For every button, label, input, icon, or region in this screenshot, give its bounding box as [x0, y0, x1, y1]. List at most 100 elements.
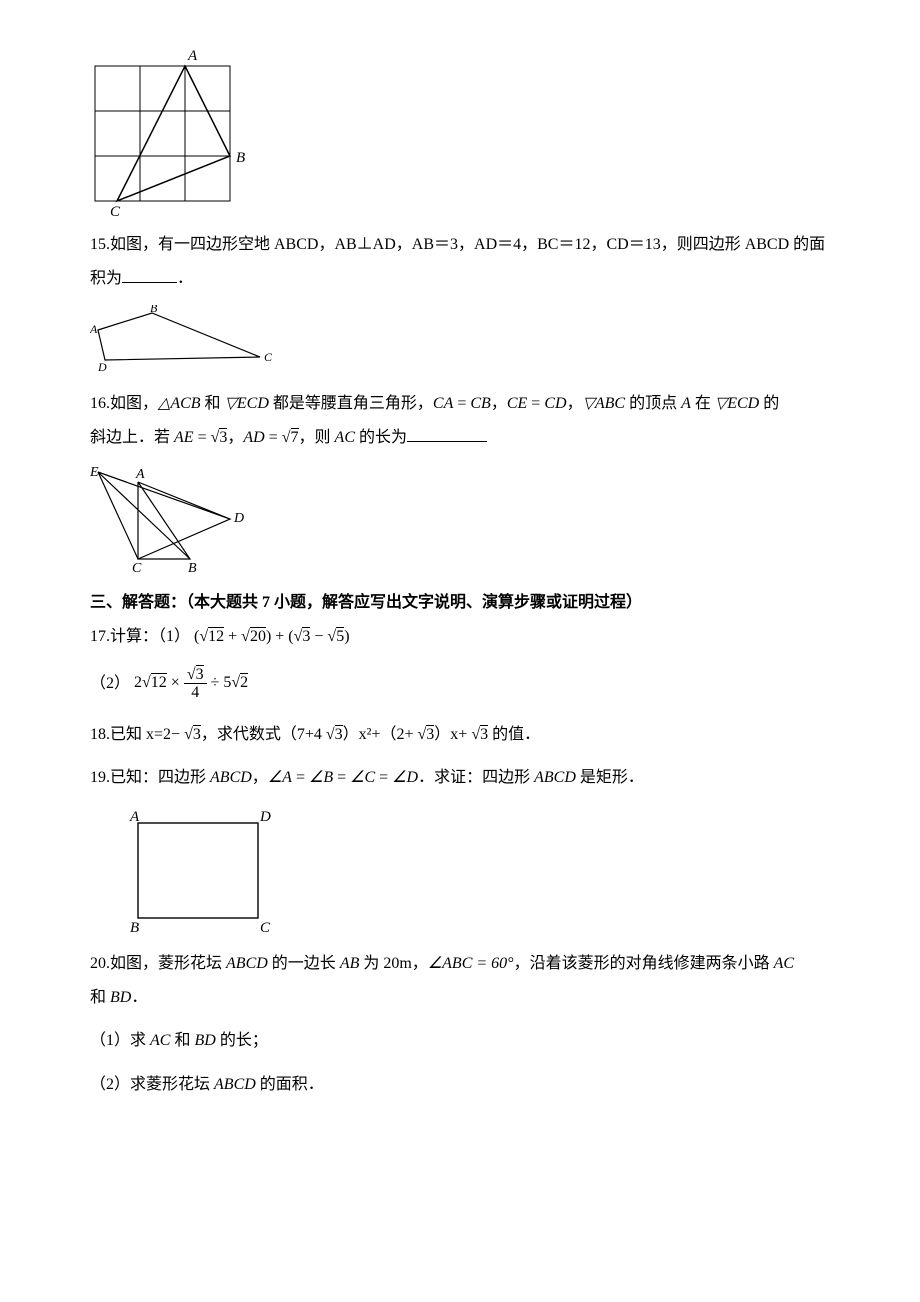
q20-angle: ∠ABC = 60°: [428, 955, 514, 972]
problem-15: 15.如图，有一四边形空地 ABCD，AB⊥AD，AB＝3，AD＝4，BC＝12…: [90, 228, 840, 295]
q20-p2-b: 的面积．: [256, 1076, 324, 1093]
fig19-svg: A D B C: [120, 805, 280, 935]
svg-text:E: E: [90, 465, 99, 480]
problem-20-part1: （1）求 AC 和 BD 的长；: [90, 1024, 840, 1058]
q20-l1-c: 为 20m，: [359, 955, 427, 972]
q20-BD-1: BD: [110, 989, 131, 1006]
q20-l1-b: 的一边长: [268, 955, 340, 972]
fig16-svg: E A D C B: [90, 464, 250, 574]
q16-AD: AD: [243, 429, 264, 446]
q15-text-line2a: 积为: [90, 270, 122, 287]
q19-angA: ∠A: [268, 769, 292, 786]
sqrt7-val: 7: [291, 428, 299, 446]
svg-text:D: D: [233, 511, 244, 526]
q20-AC-1: AC: [774, 955, 794, 972]
fig15-svg: A B C D: [90, 305, 280, 375]
q17-s2: 2: [240, 673, 248, 691]
q18-sqrt3a: √3: [180, 725, 201, 743]
q17-four: 4: [184, 684, 207, 702]
figure-q16: E A D C B: [90, 464, 840, 574]
svg-text:C: C: [110, 204, 121, 216]
eq-sign-4: =: [265, 429, 282, 446]
q17-expr2: 2√12 × √34 ÷ 5√2: [134, 674, 248, 691]
q20-ABCD-1: ABCD: [226, 955, 268, 972]
q18-b: ，求代数式（7+4: [201, 726, 322, 743]
figure-q14: A B C: [90, 46, 840, 216]
q16-l1-b: 和: [201, 395, 225, 412]
q17-two: 2: [134, 674, 142, 691]
q19-angles: ∠A = ∠B = ∠C = ∠D: [268, 769, 418, 786]
figure-q15: A B C D: [90, 305, 840, 375]
q17-s20: 20: [250, 627, 266, 645]
q19-ABCD-1: ABCD: [210, 769, 252, 786]
q16-A: A: [681, 395, 691, 412]
q17-s5: 5: [336, 627, 344, 645]
q19-angC: ∠C: [350, 769, 375, 786]
q19-angB: ∠B: [309, 769, 333, 786]
problem-17-part2: （2） 2√12 × √34 ÷ 5√2: [90, 666, 840, 702]
svg-text:B: B: [236, 150, 245, 166]
q20-l2-b: ．: [131, 989, 147, 1006]
q16-CD: CD: [544, 395, 566, 412]
svg-text:D: D: [97, 360, 107, 374]
q19-d: 是矩形．: [576, 769, 644, 786]
q18-d: ）x+: [434, 726, 467, 743]
fig14-svg: A B C: [90, 46, 250, 216]
q19-b: ，: [252, 769, 268, 786]
eq-sign-2: =: [527, 395, 544, 412]
svg-text:D: D: [259, 809, 271, 825]
svg-text:A: A: [90, 322, 98, 336]
problem-20-part2: （2）求菱形花坛 ABCD 的面积．: [90, 1068, 840, 1102]
q17-s12b: 12: [151, 673, 167, 691]
blank-q16: [407, 423, 487, 442]
problem-20: 20.如图，菱形花坛 ABCD 的一边长 AB 为 20m，∠ABC = 60°…: [90, 947, 840, 1014]
q15-text-line1: 15.如图，有一四边形空地 ABCD，AB⊥AD，AB＝3，AD＝4，BC＝12…: [90, 236, 825, 253]
q16-CE: CE: [507, 395, 527, 412]
q16-l1-f: 的顶点: [625, 395, 681, 412]
svg-text:C: C: [260, 920, 271, 935]
q20-ABCD-2: ABCD: [214, 1076, 256, 1093]
q16-AE: AE: [174, 429, 194, 446]
q20-AC-2: AC: [150, 1032, 170, 1049]
svg-text:C: C: [132, 561, 142, 574]
q18-s3a: 3: [193, 725, 201, 743]
section-3-head: 三、解答题：（本大题共 7 小题，解答应写出文字说明、演算步骤或证明过程）: [90, 586, 840, 620]
q16-CA: CA: [433, 395, 453, 412]
q20-p1-c: 的长；: [216, 1032, 268, 1049]
q17-frac: √34: [184, 666, 207, 702]
svg-text:B: B: [130, 920, 139, 935]
q16-l2-d: 的长为: [355, 429, 407, 446]
q20-l1-a: 20.如图，菱形花坛: [90, 955, 226, 972]
q16-l1-c: 都是等腰直角三角形，: [269, 395, 433, 412]
figure-q19: A D B C: [120, 805, 840, 935]
problem-18: 18.已知 x=2− √3，求代数式（7+4 √3）x²+（2+ √3）x+ √…: [90, 718, 840, 752]
q20-l1-d: ，沿着该菱形的对角线修建两条小路: [514, 955, 774, 972]
q18-s3b: 3: [335, 725, 343, 743]
q16-l2-a: 斜边上．若: [90, 429, 174, 446]
q16-triECD2: ▽ECD: [715, 395, 759, 412]
svg-text:A: A: [129, 809, 140, 825]
q17-expr1: (√12 + √20) + (√3 − √5): [194, 627, 350, 645]
sqrt3-a: √3: [211, 428, 228, 446]
problem-16: 16.如图，△ACB 和 ▽ECD 都是等腰直角三角形，CA = CB，CE =…: [90, 387, 840, 454]
q18-e: 的值．: [488, 726, 540, 743]
q18-a: 18.已知 x=2−: [90, 726, 180, 743]
q20-p1-a: （1）求: [90, 1032, 150, 1049]
q19-a: 19.已知：四边形: [90, 769, 210, 786]
q19-ABCD-2: ABCD: [534, 769, 576, 786]
q15-text-line2b: ．: [177, 270, 193, 287]
q20-AB: AB: [340, 955, 360, 972]
svg-text:B: B: [188, 561, 197, 574]
q18-sqrt3c: √3: [414, 725, 435, 743]
q18-sqrt3b: √3: [322, 725, 343, 743]
q16-triABC: ▽ABC: [583, 395, 626, 412]
q16-l1-e: ，: [567, 395, 583, 412]
q17-s3b: 3: [196, 665, 204, 683]
q20-l2-a: 和: [90, 989, 110, 1006]
problem-17: 17.计算：（1） (√12 + √20) + (√3 − √5): [90, 620, 840, 654]
blank-q15: [122, 264, 177, 283]
q18-s3d: 3: [480, 725, 488, 743]
q19-c: ．求证：四边形: [418, 769, 534, 786]
problem-19: 19.已知：四边形 ABCD，∠A = ∠B = ∠C = ∠D．求证：四边形 …: [90, 761, 840, 795]
eq-sign-3: =: [194, 429, 211, 446]
